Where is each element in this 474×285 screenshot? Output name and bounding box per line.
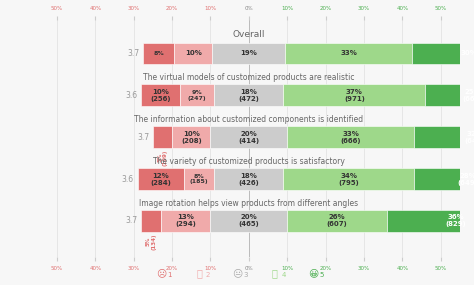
Text: 3.6: 3.6 <box>122 174 134 184</box>
Text: 4: 4 <box>281 272 286 278</box>
Text: 33%: 33% <box>340 50 357 56</box>
Text: 34%
(795): 34% (795) <box>338 172 359 186</box>
Bar <box>153 126 172 148</box>
Bar <box>387 210 474 232</box>
Text: 32%
(643): 32% (643) <box>465 131 474 144</box>
Text: 36%
(829): 36% (829) <box>446 214 466 227</box>
Bar <box>214 84 283 106</box>
Text: 12%
(284): 12% (284) <box>150 172 171 186</box>
Bar <box>210 210 287 232</box>
Text: The variety of customized products is satisfactory: The variety of customized products is sa… <box>153 157 345 166</box>
Bar <box>174 42 212 64</box>
Text: Image rotation helps view products from different angles: Image rotation helps view products from … <box>139 199 358 207</box>
Text: The virtual models of customized products are realistic: The virtual models of customized product… <box>143 73 355 82</box>
Text: 10%
(208): 10% (208) <box>181 131 202 144</box>
Text: 2: 2 <box>205 272 210 278</box>
Text: The information about customized components is identified: The information about customized compone… <box>134 115 364 124</box>
Bar <box>283 84 425 106</box>
Text: 37%
(971): 37% (971) <box>344 89 365 102</box>
Text: 1: 1 <box>167 272 172 278</box>
Bar <box>214 168 283 190</box>
Bar <box>414 168 474 190</box>
Bar <box>425 84 474 106</box>
Text: 3.7: 3.7 <box>126 216 137 225</box>
Bar <box>161 210 210 232</box>
Bar <box>283 168 414 190</box>
Text: 🙁: 🙁 <box>196 268 202 278</box>
Text: ☹: ☹ <box>156 268 166 278</box>
Text: 3.7: 3.7 <box>137 133 149 142</box>
Bar <box>210 126 287 148</box>
Bar <box>287 126 414 148</box>
Text: 18%
(472): 18% (472) <box>238 89 259 102</box>
Text: 28%
(649): 28% (649) <box>457 172 474 186</box>
Bar <box>212 42 285 64</box>
Bar <box>285 42 412 64</box>
Text: 🙂: 🙂 <box>272 268 278 278</box>
Bar <box>141 84 180 106</box>
Text: 30%: 30% <box>461 50 474 56</box>
Text: 8%: 8% <box>154 51 164 56</box>
Text: 😀: 😀 <box>308 268 318 278</box>
Bar <box>183 168 214 190</box>
Bar <box>143 42 174 64</box>
Bar <box>141 210 161 232</box>
Bar <box>172 126 210 148</box>
Text: 26%
(607): 26% (607) <box>327 214 347 227</box>
Text: 18%
(426): 18% (426) <box>238 172 259 186</box>
Text: 25%
(664): 25% (664) <box>463 89 474 102</box>
Text: 😐: 😐 <box>232 268 242 278</box>
Text: 3.7: 3.7 <box>128 49 139 58</box>
Bar <box>414 126 474 148</box>
Text: 33%
(666): 33% (666) <box>340 131 361 144</box>
Text: 19%: 19% <box>240 50 257 56</box>
Bar <box>412 42 474 64</box>
Text: 5%
(134): 5% (134) <box>146 233 156 250</box>
Text: 9%
(247): 9% (247) <box>188 90 206 101</box>
Text: 5%
(109): 5% (109) <box>157 149 168 166</box>
Text: 5: 5 <box>319 272 324 278</box>
Text: 20%
(414): 20% (414) <box>238 131 259 144</box>
Text: 10%: 10% <box>185 50 201 56</box>
Text: 8%
(185): 8% (185) <box>190 174 208 184</box>
Text: 3: 3 <box>243 272 248 278</box>
Bar <box>180 84 214 106</box>
Text: Overall: Overall <box>233 30 265 39</box>
Text: 20%
(465): 20% (465) <box>238 214 259 227</box>
Text: 13%
(294): 13% (294) <box>175 214 196 227</box>
Bar <box>137 168 183 190</box>
Text: 10%
(256): 10% (256) <box>150 89 171 102</box>
Text: 3.6: 3.6 <box>126 91 137 100</box>
Bar <box>287 210 387 232</box>
